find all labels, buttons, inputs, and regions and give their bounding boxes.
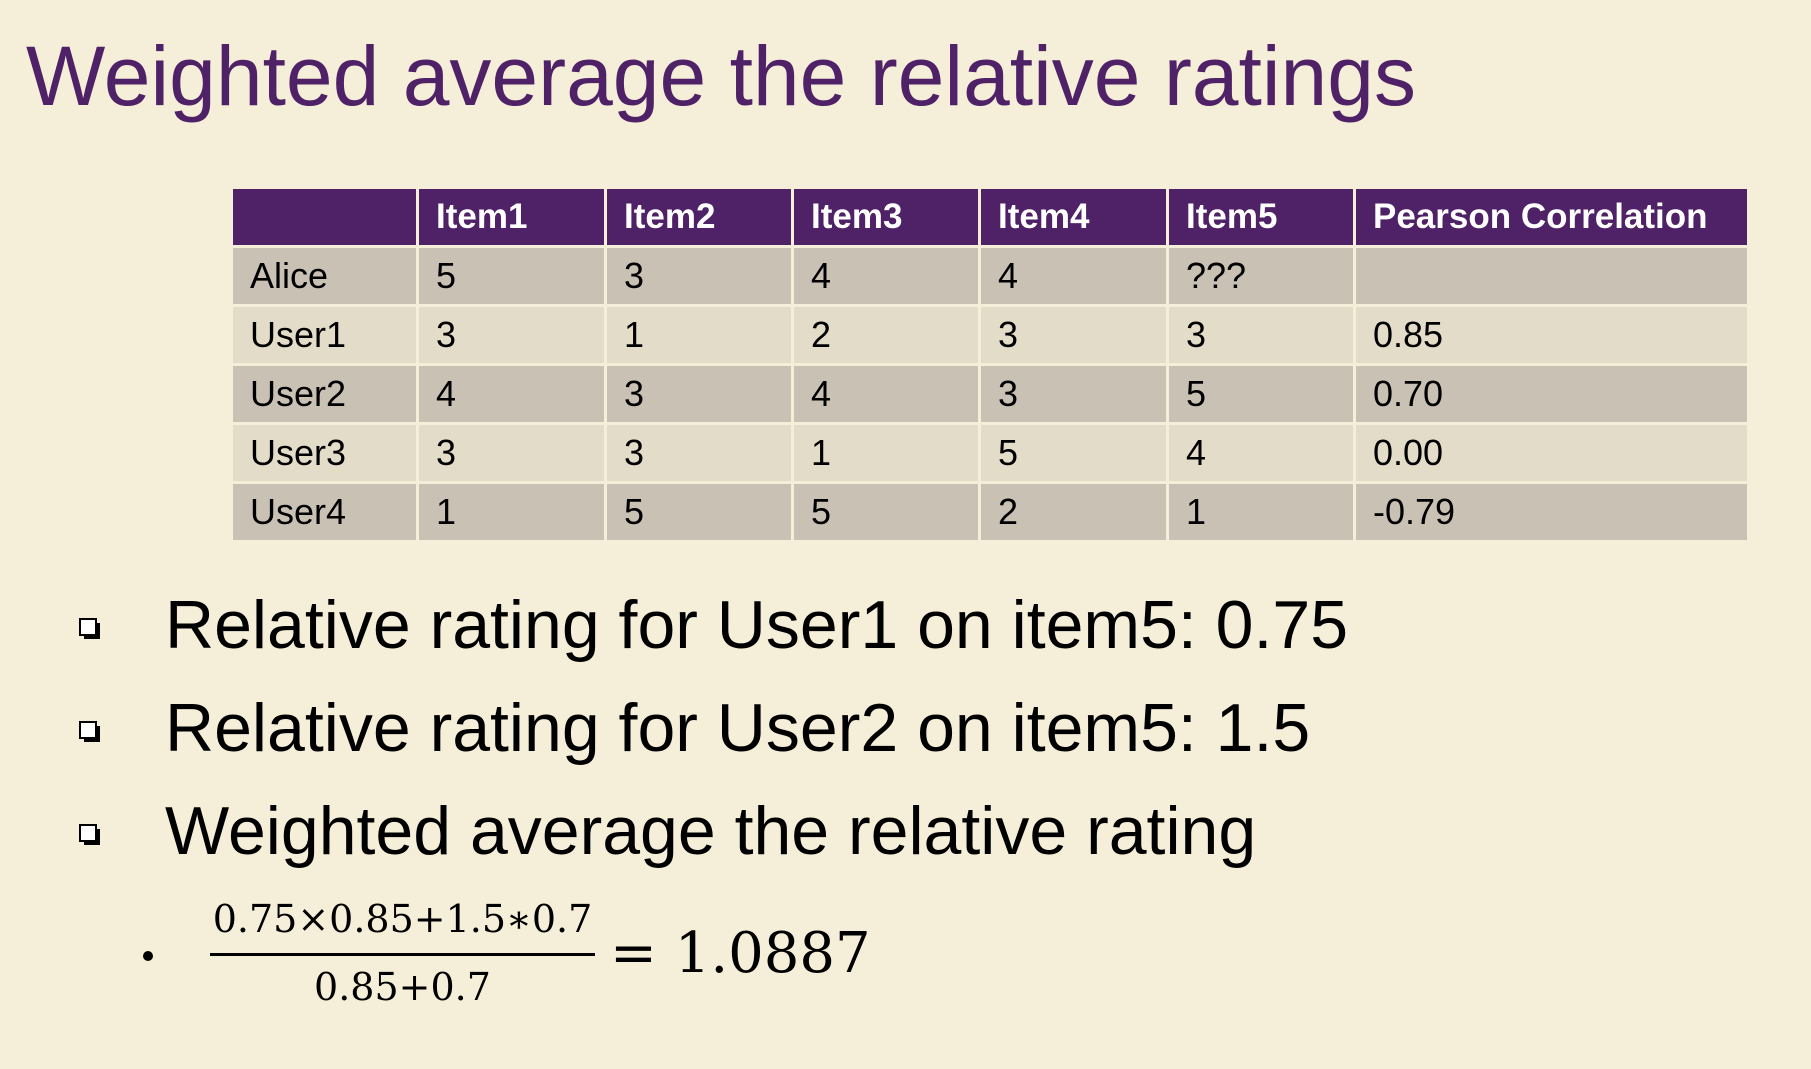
formula-numerator: 0.75×0.85+1.5∗0.7 (212, 897, 593, 941)
table-cell: 1 (604, 304, 794, 366)
table-cell: 3 (1166, 304, 1356, 366)
table-row: User2 4 3 4 3 5 0.70 (230, 363, 1750, 425)
checkbox-bullet-icon (79, 824, 100, 845)
table-cell: 4 (791, 245, 981, 307)
header-cell-item3: Item3 (791, 186, 981, 248)
table-cell: 3 (604, 422, 794, 484)
table-cell (1353, 245, 1750, 307)
bullet-text: Relative rating for User2 on item5: 1.5 (165, 690, 1311, 766)
bullet-item: Weighted average the relative rating (0, 786, 1811, 876)
table-cell: 4 (791, 363, 981, 425)
table-cell: 1 (416, 481, 607, 543)
bullet-item: Relative rating for User2 on item5: 1.5 (0, 683, 1811, 773)
table-cell: 4 (416, 363, 607, 425)
formula-result: = 1.0887 (610, 921, 871, 986)
table-cell: 3 (604, 245, 794, 307)
table-cell: 3 (604, 363, 794, 425)
table-cell: 5 (416, 245, 607, 307)
header-cell-item4: Item4 (978, 186, 1169, 248)
table-cell: 0.00 (1353, 422, 1750, 484)
table-row: User4 1 5 5 2 1 -0.79 (230, 481, 1750, 543)
table-cell: 5 (978, 422, 1169, 484)
table-cell: 3 (978, 363, 1169, 425)
checkbox-bullet-icon (79, 721, 100, 742)
table-cell: 3 (416, 422, 607, 484)
header-cell-user (230, 186, 419, 248)
header-cell-pearson: Pearson Correlation (1353, 186, 1750, 248)
table-cell: -0.79 (1353, 481, 1750, 543)
table-cell: 1 (791, 422, 981, 484)
table-cell: 2 (978, 481, 1169, 543)
header-cell-item5: Item5 (1166, 186, 1356, 248)
table-cell: 2 (791, 304, 981, 366)
table-header-row: Item1 Item2 Item3 Item4 Item5 Pearson Co… (230, 186, 1750, 248)
table-row: User3 3 3 1 5 4 0.00 (230, 422, 1750, 484)
formula-row: 0.75×0.85+1.5∗0.7 0.85+0.7 = 1.0887 (0, 890, 1811, 1020)
table-row: Alice 5 3 4 4 ??? (230, 245, 1750, 307)
row-label: Alice (230, 245, 419, 307)
table-cell: 0.70 (1353, 363, 1750, 425)
row-label: User1 (230, 304, 419, 366)
table-cell: 5 (604, 481, 794, 543)
row-label: User4 (230, 481, 419, 543)
table-cell: ??? (1166, 245, 1356, 307)
bullet-item: Relative rating for User1 on item5: 0.75 (0, 580, 1811, 670)
bullet-text: Weighted average the relative rating (165, 793, 1257, 869)
table-row: User1 3 1 2 3 3 0.85 (230, 304, 1750, 366)
dot-bullet-icon (143, 951, 153, 961)
row-label: User3 (230, 422, 419, 484)
bullet-text: Relative rating for User1 on item5: 0.75 (165, 587, 1349, 663)
table-cell: 4 (1166, 422, 1356, 484)
table-cell: 3 (978, 304, 1169, 366)
ratings-table: Item1 Item2 Item3 Item4 Item5 Pearson Co… (230, 186, 1750, 543)
header-cell-item2: Item2 (604, 186, 794, 248)
header-cell-item1: Item1 (416, 186, 607, 248)
row-label: User2 (230, 363, 419, 425)
table-cell: 5 (791, 481, 981, 543)
table-cell: 1 (1166, 481, 1356, 543)
table-cell: 4 (978, 245, 1169, 307)
table-cell: 3 (416, 304, 607, 366)
table-cell: 0.85 (1353, 304, 1750, 366)
checkbox-bullet-icon (79, 618, 100, 639)
formula-denominator: 0.85+0.7 (314, 965, 491, 1009)
table-cell: 5 (1166, 363, 1356, 425)
slide-title: Weighted average the relative ratings (26, 29, 1416, 123)
fraction-bar (210, 953, 595, 956)
